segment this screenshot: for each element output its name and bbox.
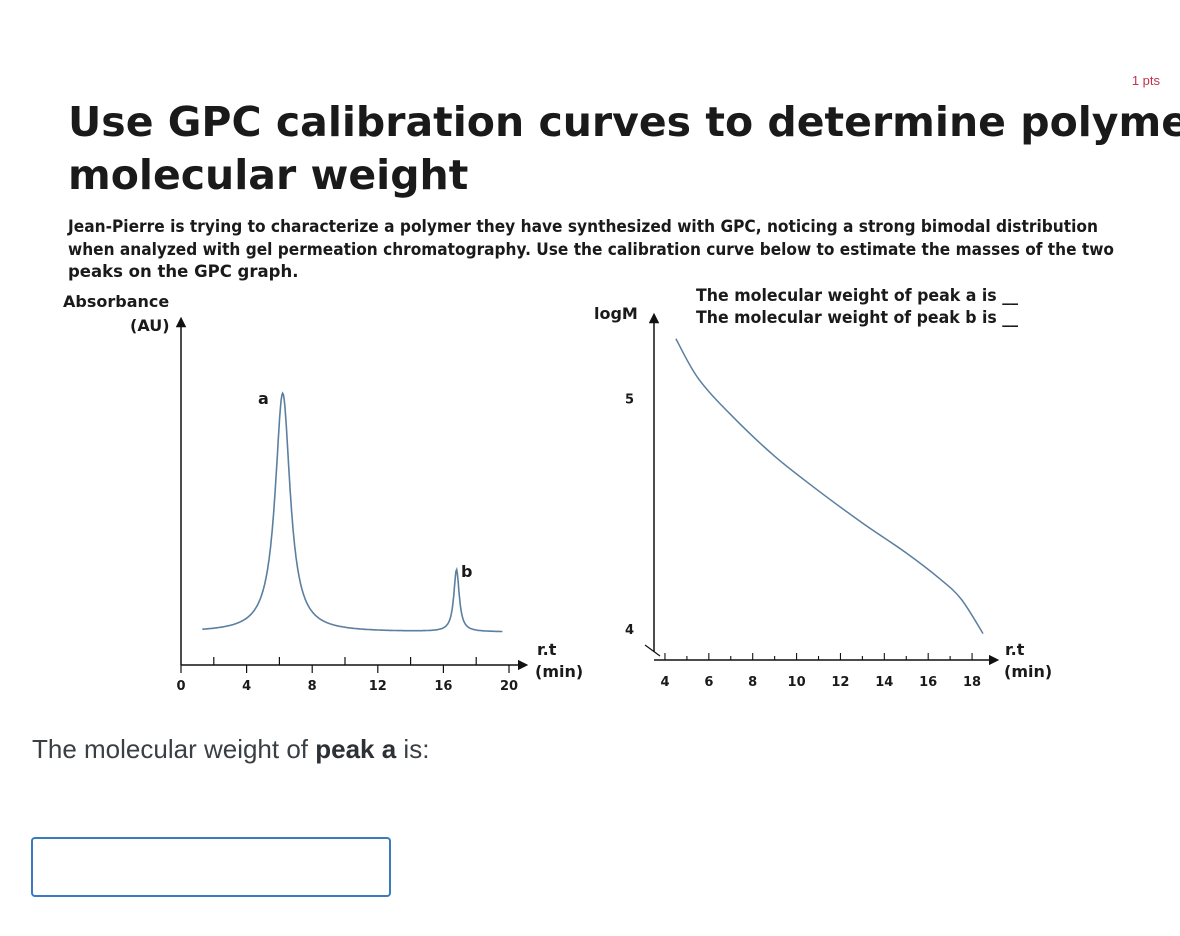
chromatogram-x-tick-label: 0 [176, 679, 185, 694]
question-figure: Use GPC calibration curves to determine … [63, 98, 1180, 694]
calibration-x-tick-label: 10 [788, 675, 806, 690]
question-text: The molecular weight of peak a is: [32, 734, 429, 765]
peak-a-label: a [258, 389, 269, 408]
calibration-x-tick-label: 18 [963, 675, 981, 690]
question-peak-label: peak a [315, 734, 397, 764]
figure-desc-line1: Jean-Pierre is trying to characterize a … [67, 217, 1098, 236]
chromatogram-x-tick-label: 12 [369, 679, 387, 694]
calibration-y-ticks: 54 [625, 393, 634, 638]
peak-b-label: b [461, 562, 472, 581]
chromatogram-x-tick-label: 16 [434, 679, 452, 694]
figure-desc-line2: when analyzed with gel permeation chroma… [68, 240, 1114, 259]
chromatogram-x-ticks: 0 4 8 12 16 20 [176, 657, 518, 694]
chromatogram-x-tick-label: 4 [242, 679, 251, 694]
chromatogram-xlabel-line1: r.t [537, 640, 557, 659]
question-suffix: is: [396, 734, 430, 764]
calibration-x-ticks: 4 6 8 10 12 14 16 18 [660, 653, 981, 690]
blank-peak-a: The molecular weight of peak a is __ [696, 286, 1019, 305]
calibration-chart: logM 54 4 6 8 10 12 14 16 18 r.t (min) [594, 304, 1052, 690]
chromatogram-x-tick-label: 8 [308, 679, 317, 694]
answer-input[interactable] [31, 837, 391, 897]
calibration-y-tick-label: 4 [625, 623, 634, 638]
figure-desc-line3: peaks on the GPC graph. [68, 262, 298, 281]
calibration-xlabel-line1: r.t [1005, 640, 1025, 659]
calibration-x-tick-label: 14 [875, 675, 893, 690]
chromatogram-xlabel-line2: (min) [535, 662, 583, 681]
calibration-xlabel-line2: (min) [1004, 662, 1052, 681]
points-label: 1 pts [1131, 73, 1160, 88]
chromatogram-ylabel-line2: (AU) [130, 316, 170, 335]
calibration-x-tick-label: 8 [748, 675, 757, 690]
calibration-y-tick-label: 5 [625, 393, 634, 408]
chromatogram-ylabel-line1: Absorbance [63, 292, 169, 311]
calibration-x-tick-label: 6 [704, 675, 713, 690]
calibration-ylabel: logM [594, 304, 638, 323]
figure-title-line2: molecular weight [68, 151, 468, 199]
blank-peak-b: The molecular weight of peak b is __ [696, 308, 1019, 327]
calibration-x-tick-label: 4 [660, 675, 669, 690]
calibration-x-tick-label: 16 [919, 675, 937, 690]
chromatogram-chart: Absorbance (AU) 0 4 8 12 16 20 a b r.t (min) [63, 292, 583, 694]
calibration-x-tick-label: 12 [831, 675, 849, 690]
calibration-curve [675, 338, 984, 634]
chromatogram-trace [202, 391, 503, 633]
calibration-axis-break [644, 644, 661, 657]
chromatogram-x-tick-label: 20 [500, 679, 518, 694]
question-prefix: The molecular weight of [32, 734, 316, 764]
figure-title-line1: Use GPC calibration curves to determine … [68, 98, 1180, 146]
